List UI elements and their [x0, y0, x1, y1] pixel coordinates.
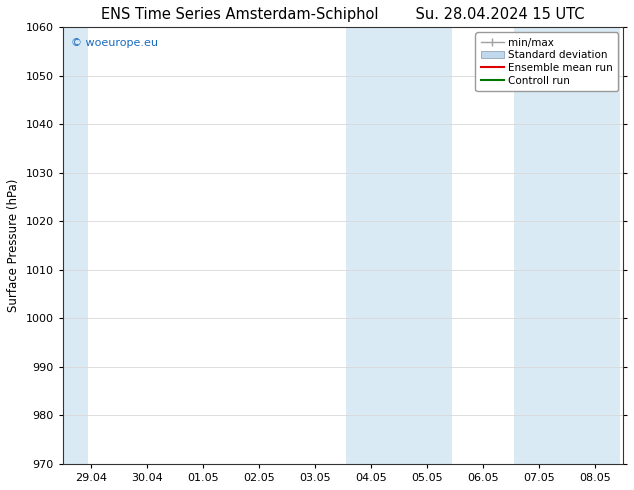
- Bar: [63, 27, 88, 464]
- Text: © woeurope.eu: © woeurope.eu: [71, 38, 158, 48]
- Legend: min/max, Standard deviation, Ensemble mean run, Controll run: min/max, Standard deviation, Ensemble me…: [476, 32, 618, 91]
- Bar: [514, 27, 620, 464]
- Title: ENS Time Series Amsterdam-Schiphol        Su. 28.04.2024 15 UTC: ENS Time Series Amsterdam-Schiphol Su. 2…: [101, 7, 585, 22]
- Bar: [346, 27, 452, 464]
- Y-axis label: Surface Pressure (hPa): Surface Pressure (hPa): [7, 179, 20, 312]
